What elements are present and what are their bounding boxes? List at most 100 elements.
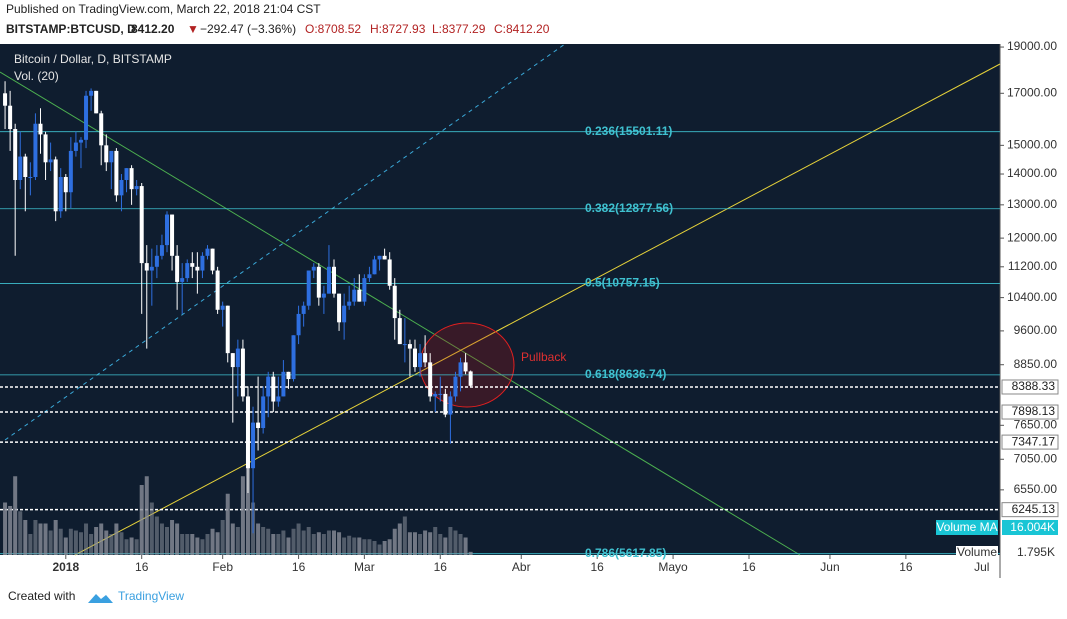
- arrow: ▼: [187, 22, 199, 36]
- volume-bar: [438, 534, 443, 555]
- y-tick-label: 19000.00: [1007, 39, 1057, 53]
- candle-body: [372, 259, 377, 275]
- volume-bar: [139, 485, 144, 555]
- candle-body: [352, 289, 357, 302]
- volume-bar: [301, 530, 306, 555]
- volume-bar: [306, 527, 311, 555]
- y-tick-label: 17000.00: [1007, 85, 1057, 99]
- candle-body: [13, 129, 18, 181]
- x-tick-label: 16: [292, 560, 306, 574]
- volume-bar: [99, 523, 104, 555]
- volume-bar: [347, 535, 352, 555]
- volume-bar: [175, 523, 180, 555]
- fib-label: 0.786(5617.85): [585, 546, 666, 560]
- x-tick-label: 16: [135, 560, 149, 574]
- volume-bar: [119, 532, 124, 555]
- candle-body: [321, 293, 326, 298]
- candle-body: [185, 263, 190, 279]
- candle-body: [220, 305, 225, 310]
- candle-body: [28, 177, 33, 179]
- x-tick-label: 2018: [52, 560, 79, 574]
- candle-body: [215, 270, 220, 310]
- x-tick-label: Mayo: [658, 560, 688, 574]
- candle-body: [165, 214, 170, 246]
- volume-bar: [114, 523, 119, 555]
- volume-bar: [463, 537, 468, 555]
- volume-last-box: [956, 546, 998, 559]
- y-tick-label: 6550.00: [1014, 482, 1058, 496]
- volume-bar: [124, 539, 129, 555]
- volume-ma-box: [936, 520, 998, 535]
- candle-body: [397, 318, 402, 345]
- candle-body: [281, 371, 286, 397]
- candle-body: [291, 335, 296, 380]
- candle-body: [377, 255, 382, 260]
- candle-body: [18, 156, 23, 181]
- published: Published on TradingView.com, March 22, …: [6, 2, 321, 16]
- volume-bar: [326, 530, 331, 555]
- candle-body: [261, 396, 266, 429]
- volume-bar: [387, 539, 392, 555]
- candle-body: [8, 105, 13, 130]
- volume-bar: [18, 511, 23, 555]
- volume-bar: [104, 530, 109, 555]
- volume-bar: [190, 534, 195, 555]
- candle-body: [154, 255, 159, 267]
- x-tick-label: 16: [434, 560, 448, 574]
- volume-bar: [48, 530, 53, 555]
- x-tick-label: 16: [742, 560, 756, 574]
- x-tick-label: Jul: [974, 560, 989, 574]
- volume-bar: [78, 532, 83, 555]
- candle-body: [43, 134, 48, 163]
- candle-body: [256, 422, 261, 429]
- fib-label: 0.5(10757.15): [585, 276, 660, 290]
- volume-bar: [423, 530, 428, 555]
- symbol: BITSTAMP:BTCUSD, D: [6, 22, 136, 36]
- volume-bar: [321, 534, 326, 555]
- y-tick-label: 13000.00: [1007, 197, 1057, 211]
- candle-body: [33, 123, 38, 178]
- volume-bar: [468, 551, 473, 555]
- candle-body: [286, 371, 291, 380]
- volume-bar: [3, 502, 8, 555]
- volume-bar: [453, 530, 458, 555]
- volume-bar: [458, 534, 463, 555]
- volume-bar: [443, 537, 448, 555]
- y-tick-label: 15000.00: [1007, 138, 1057, 152]
- level-label: 7347.17: [1012, 434, 1056, 448]
- volume-bar: [28, 534, 33, 555]
- candle-body: [382, 255, 387, 260]
- candle-body: [23, 156, 28, 178]
- volume-bar: [397, 523, 402, 555]
- candle-body: [271, 376, 276, 402]
- volume-bar: [73, 530, 78, 555]
- candle-body: [63, 177, 68, 193]
- y-tick-label: 14000.00: [1007, 166, 1057, 180]
- candle-body: [463, 362, 468, 372]
- candle-body: [357, 289, 362, 302]
- candle-body: [306, 270, 311, 306]
- candle-body: [251, 422, 256, 469]
- x-tick-label: 16: [899, 560, 913, 574]
- volume-bar: [271, 534, 276, 555]
- volume-bar: [286, 537, 291, 555]
- low: L:8377.29: [432, 22, 486, 36]
- volume-bar: [200, 539, 205, 555]
- candle-body: [94, 90, 99, 114]
- x-tick-label: Abr: [512, 560, 531, 574]
- change: −292.47 (−3.36%): [200, 22, 296, 36]
- candle-body: [276, 396, 281, 402]
- fib-label: 0.618(8636.74): [585, 367, 666, 381]
- volume-bar: [418, 534, 423, 555]
- volume-bar: [205, 534, 210, 555]
- volume-bar: [372, 541, 377, 555]
- candle-body: [119, 180, 124, 196]
- annotation: Pullback: [521, 350, 567, 364]
- candle-body: [412, 348, 417, 368]
- volume-bar: [256, 523, 261, 555]
- volume-bar: [210, 528, 215, 555]
- volume-bar: [428, 532, 433, 555]
- candle-body: [38, 123, 43, 135]
- volume-bar: [38, 523, 43, 555]
- candle-body: [311, 266, 316, 271]
